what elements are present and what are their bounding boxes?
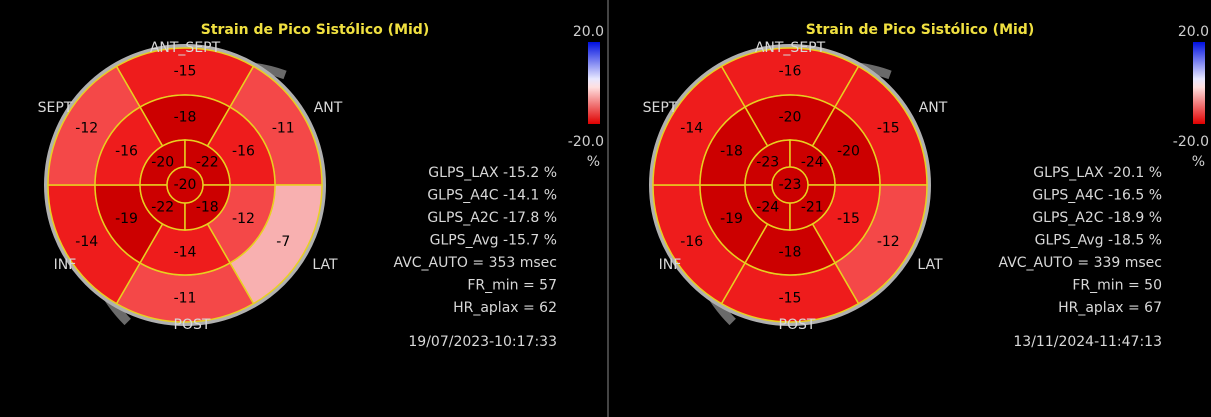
scale-unit: %	[587, 154, 600, 170]
metric: GLPS_LAX -20.1 %	[1033, 165, 1162, 181]
scale-min: -20.0	[1173, 134, 1209, 150]
segment-value: -16	[680, 234, 703, 250]
segment-value: -20	[837, 143, 860, 159]
view-label: POST	[779, 317, 816, 333]
segment-value: -7	[276, 234, 290, 250]
segment-value: -15	[174, 64, 197, 80]
view-label: ANT	[919, 100, 948, 116]
segment-value: -15	[779, 291, 802, 307]
timestamp: 13/11/2024-11:47:13	[1013, 334, 1162, 350]
segment-value: -21	[801, 199, 824, 215]
metric: HR_aplax = 62	[453, 300, 557, 316]
metric: FR_min = 50	[1072, 278, 1162, 294]
metric: GLPS_A2C -18.9 %	[1032, 210, 1162, 226]
view-label: ANT_SEPT	[150, 40, 221, 56]
view-label: LAT	[312, 257, 338, 273]
view-label: ANT_SEPT	[755, 40, 826, 56]
metric: GLPS_Avg -18.5 %	[1035, 233, 1162, 249]
segment-value: -24	[801, 155, 824, 171]
segment-value: -14	[174, 245, 197, 261]
metric: GLPS_A2C -17.8 %	[427, 210, 557, 226]
metric: GLPS_A4C -16.5 %	[1032, 188, 1162, 204]
metric: GLPS_Avg -15.7 %	[430, 233, 557, 249]
outer-border	[649, 44, 931, 326]
segment-value: -18	[174, 110, 197, 126]
title: Strain de Pico Sistólico (Mid)	[806, 22, 1034, 38]
segment-value: -14	[680, 120, 703, 136]
segment-value: -12	[75, 120, 98, 136]
scale-unit: %	[1192, 154, 1205, 170]
scale-min: -20.0	[568, 134, 604, 150]
segment-value: -19	[115, 211, 138, 227]
segment-value: -12	[877, 234, 900, 250]
segment-value: -23	[756, 155, 779, 171]
segment-value: -11	[174, 291, 197, 307]
segment-value: -16	[779, 64, 802, 80]
view-label: ANT	[314, 100, 343, 116]
segment-value: -16	[232, 143, 255, 159]
segment-value: -22	[196, 155, 219, 171]
metric: AVC_AUTO = 339 msec	[999, 255, 1162, 271]
metric: GLPS_A4C -14.1 %	[427, 188, 557, 204]
view-label: LAT	[917, 257, 943, 273]
segment-value: -15	[877, 120, 900, 136]
view-label: INF	[54, 257, 77, 273]
view-label: SEPT	[38, 100, 73, 116]
apex	[771, 166, 809, 204]
segment-value: -11	[272, 120, 295, 136]
apex-value: -20	[174, 177, 197, 193]
title: Strain de Pico Sistólico (Mid)	[201, 22, 429, 38]
outer-border	[44, 44, 326, 326]
view-label: POST	[174, 317, 211, 333]
metric: HR_aplax = 67	[1058, 300, 1162, 316]
metric: GLPS_LAX -15.2 %	[428, 165, 557, 181]
segment-value: -14	[75, 234, 98, 250]
view-label: INF	[659, 257, 682, 273]
scale-max: 20.0	[573, 24, 604, 40]
scale-max: 20.0	[1178, 24, 1209, 40]
segment-value: -15	[837, 211, 860, 227]
segment-value: -18	[779, 245, 802, 261]
segment-value: -22	[151, 199, 174, 215]
metric: FR_min = 57	[467, 278, 557, 294]
segment-value: -24	[756, 199, 779, 215]
segment-value: -18	[196, 199, 219, 215]
view-label: SEPT	[643, 100, 678, 116]
segment-value: -16	[115, 143, 138, 159]
apex	[166, 166, 204, 204]
segment-value: -20	[779, 110, 802, 126]
segment-value: -12	[232, 211, 255, 227]
timestamp: 19/07/2023-10:17:33	[408, 334, 557, 350]
segment-value: -18	[720, 143, 743, 159]
apex-value: -23	[779, 177, 802, 193]
metric: AVC_AUTO = 353 msec	[394, 255, 557, 271]
segment-value: -20	[151, 155, 174, 171]
color-bar	[1193, 42, 1205, 124]
segment-value: -19	[720, 211, 743, 227]
color-bar	[588, 42, 600, 124]
